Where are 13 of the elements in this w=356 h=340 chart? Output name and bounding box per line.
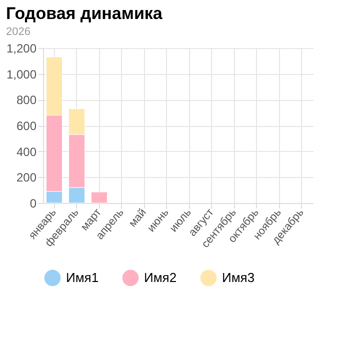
legend-label: Имя3 [222, 270, 255, 285]
y-tick-label: 600 [16, 119, 37, 133]
y-tick-label: 800 [16, 93, 37, 108]
chart-title: Годовая динамика [6, 4, 163, 23]
y-tick-label: 200 [16, 170, 37, 185]
y-tick-label: 0 [30, 196, 37, 210]
chart-subtitle: 2026 [6, 26, 30, 38]
legend-label: Имя1 [66, 270, 99, 285]
y-tick-label: 400 [16, 144, 37, 159]
y-tick-label: 1,200 [6, 42, 37, 56]
bar [91, 192, 108, 204]
y-tick-label: 1,000 [6, 67, 37, 82]
legend-label: Имя2 [144, 270, 177, 285]
